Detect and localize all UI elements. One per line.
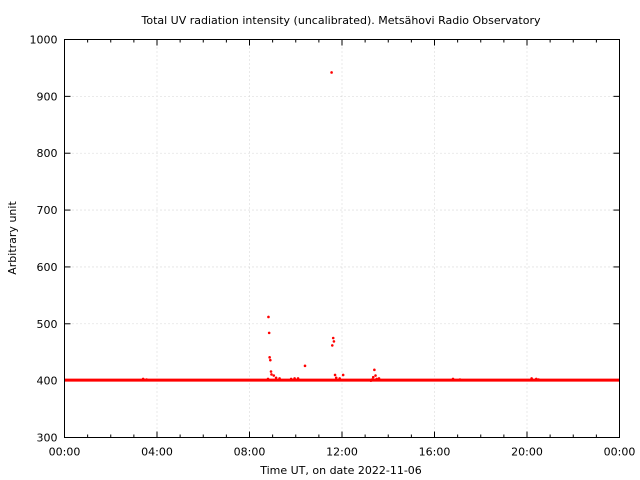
data-point — [333, 373, 337, 377]
data-point — [269, 370, 273, 373]
y-tick-label: 900 — [37, 90, 58, 103]
x-tick-label: 16:00 — [419, 446, 451, 459]
data-point — [141, 377, 145, 381]
y-tick-label: 700 — [37, 204, 58, 217]
data-point — [267, 315, 270, 319]
data-point — [274, 376, 278, 380]
data-point — [272, 374, 276, 377]
data-point — [296, 377, 300, 380]
x-tick-label: 12:00 — [326, 446, 358, 459]
axis-ticks: 300 400 500 600 700 800 900 1000 00:00 04:00 08:00… — [30, 34, 636, 459]
data-point — [145, 378, 148, 381]
y-tick-label: 500 — [37, 318, 58, 331]
x-tick-label: 08:00 — [234, 446, 266, 459]
data-point — [266, 377, 270, 381]
data-point — [374, 374, 377, 377]
plot-frame — [64, 39, 620, 438]
y-axis-label: Arbitrary unit — [6, 201, 19, 275]
data-point — [269, 358, 272, 362]
data-point — [267, 331, 271, 335]
data-point — [458, 378, 462, 381]
x-tick-label: 00:00 — [49, 446, 81, 459]
data-points — [64, 71, 620, 382]
x-tick-label: 20:00 — [511, 446, 543, 459]
data-point — [268, 356, 271, 359]
y-tick-label: 300 — [37, 432, 58, 445]
y-tick-label: 600 — [37, 261, 58, 274]
data-point — [370, 378, 374, 381]
chart-title: Total UV radiation intensity (uncalibrat… — [141, 14, 541, 27]
data-point — [375, 377, 378, 381]
data-point — [331, 336, 335, 340]
data-point — [373, 368, 376, 372]
data-point — [371, 375, 375, 379]
data-point — [537, 378, 540, 381]
data-point — [338, 377, 341, 380]
data-point — [377, 377, 381, 380]
y-tick-label: 1000 — [30, 34, 58, 47]
y-tick-label: 400 — [37, 375, 58, 388]
y-tick-label: 800 — [37, 147, 58, 160]
data-point — [293, 377, 296, 380]
x-tick-label: 04:00 — [141, 446, 173, 459]
data-point — [332, 340, 336, 343]
x-tick-label: 00:00 — [604, 446, 636, 459]
data-point — [330, 344, 334, 347]
data-point — [530, 377, 533, 380]
data-point — [303, 364, 307, 368]
data-point — [451, 377, 455, 381]
data-point — [289, 377, 293, 381]
x-axis-label: Time UT, on date 2022-11-06 — [259, 464, 422, 477]
data-point — [334, 376, 338, 380]
data-point — [278, 377, 281, 380]
data-point — [270, 373, 273, 376]
data-point — [341, 373, 345, 377]
data-point — [534, 377, 538, 381]
data-point — [330, 71, 333, 74]
